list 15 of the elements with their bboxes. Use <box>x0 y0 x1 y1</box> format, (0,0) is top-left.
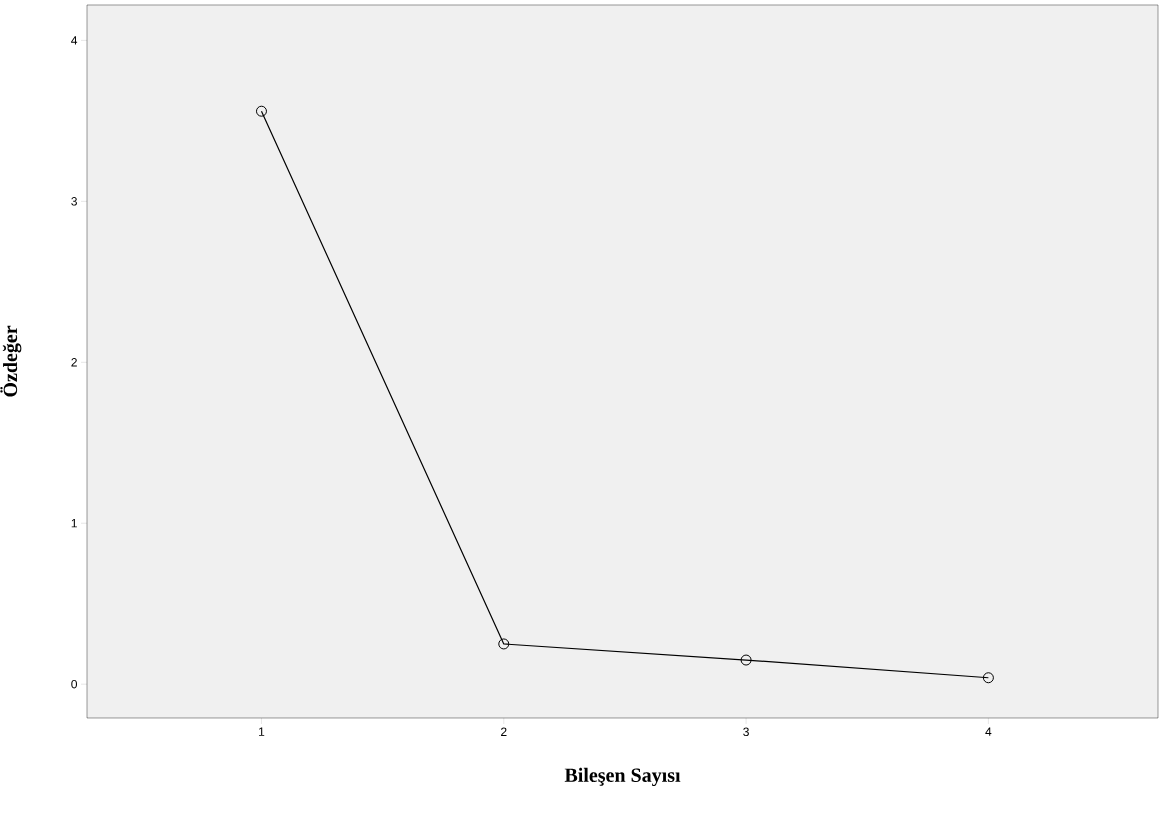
y-tick-label: 2 <box>71 358 77 367</box>
y-tick-label: 3 <box>71 197 77 206</box>
x-tick-label: 2 <box>501 727 507 736</box>
y-tick-label: 4 <box>71 36 78 45</box>
point <box>255 105 267 117</box>
x-tick-label: 4 <box>985 727 992 736</box>
y-tick-label: 1 <box>71 519 77 528</box>
point <box>498 638 510 650</box>
x-tick-label: 3 <box>743 727 749 737</box>
x-tick-label: 1 <box>259 727 265 736</box>
y-axis-title: Özdeğer <box>0 325 22 397</box>
point <box>982 672 994 684</box>
x-axis-title: Bileşen Sayısı <box>564 767 681 787</box>
y-tick-label: 0 <box>71 679 78 689</box>
point <box>740 654 752 666</box>
